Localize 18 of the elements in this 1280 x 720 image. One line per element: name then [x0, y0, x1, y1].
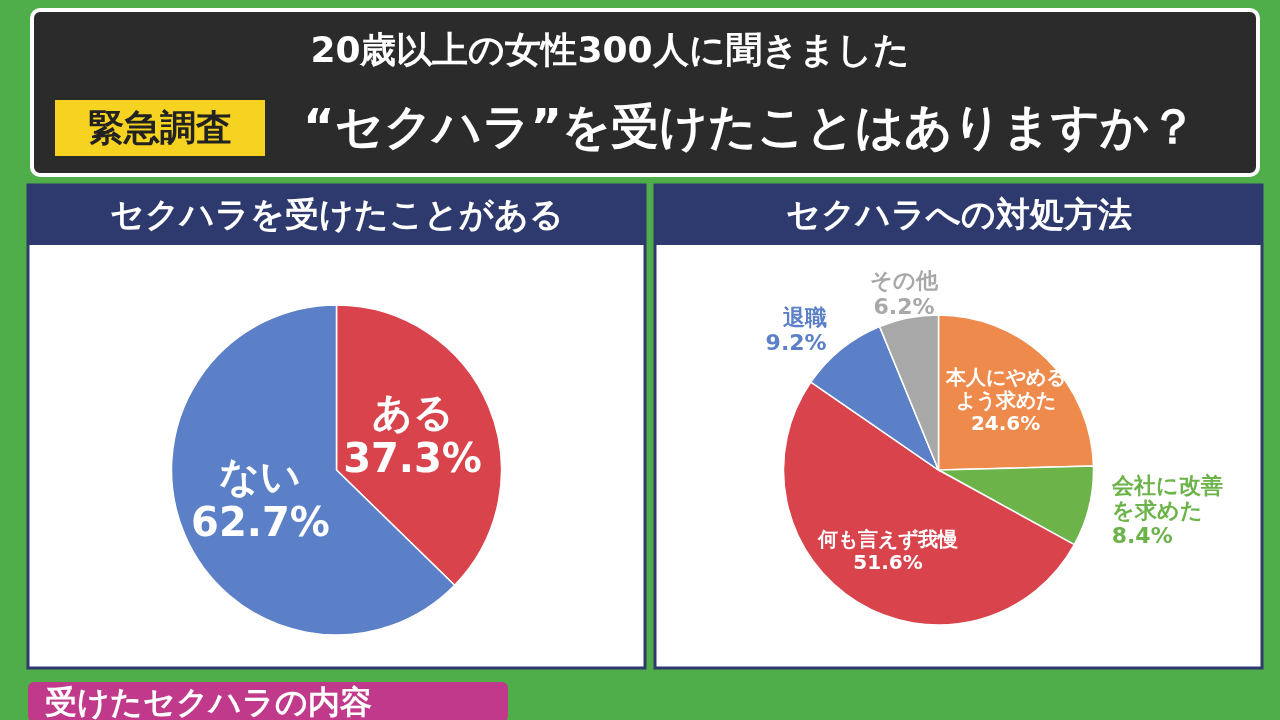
data-label: 9.2%	[765, 329, 827, 355]
slice-label: その他	[870, 268, 939, 294]
slice-label: ない	[219, 453, 302, 500]
data-label: 6.2%	[873, 293, 935, 319]
data-label: 37.3%	[343, 434, 482, 481]
slice-label: 何も言えず我慢	[817, 526, 959, 551]
slice-label: 退職	[782, 304, 827, 330]
text: 受けたセクハラの内容	[45, 683, 372, 720]
text: “セクハラ”を受けたことはありますか？	[302, 98, 1198, 154]
data-label: 62.7%	[191, 499, 330, 546]
chart-title: セクハラを受けたことがある	[109, 193, 564, 234]
text: 20歳以上の女性300人に聞きました	[310, 29, 910, 70]
slice-label: 会社に改善を求めた	[1110, 472, 1223, 524]
data-label: 8.4%	[1111, 523, 1173, 549]
data-label: 24.6%	[970, 410, 1041, 435]
slice-label: ある	[371, 388, 454, 435]
chart-title: セクハラへの対処方法	[785, 193, 1132, 234]
text: 緊急調査	[88, 107, 232, 148]
